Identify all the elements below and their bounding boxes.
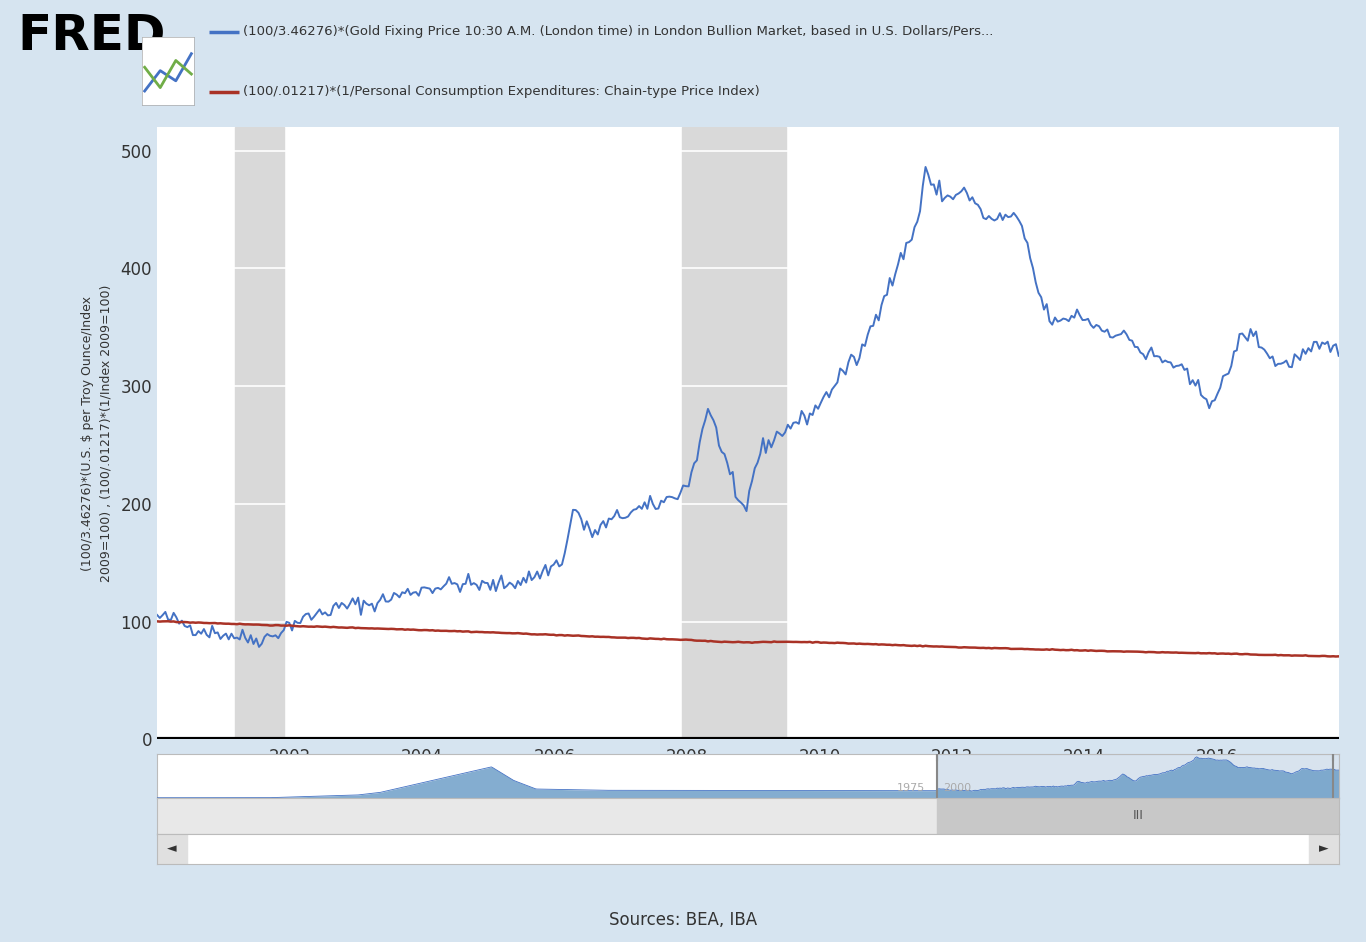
Text: ◄: ◄ [167,842,176,855]
Bar [682,127,787,739]
Text: III: III [1132,809,1143,822]
Bar [235,127,284,739]
Text: (100/3.46276)*(Gold Fixing Price 10:30 A.M. (London time) in London Bullion Mark: (100/3.46276)*(Gold Fixing Price 10:30 A… [243,25,993,39]
Text: (100/.01217)*(1/Personal Consumption Expenditures: Chain-type Price Index): (100/.01217)*(1/Personal Consumption Exp… [243,85,759,98]
Bar [157,834,187,864]
Text: 1975: 1975 [897,783,926,793]
Text: Sources: BEA, IBA: Sources: BEA, IBA [609,911,757,929]
Y-axis label: (100/3.46276)*(U.S. $ per Troy Ounce/Index
2009=100) , (100/.01217)*(1/Index 200: (100/3.46276)*(U.S. $ per Troy Ounce/Ind… [81,284,112,582]
Bar [937,754,1339,798]
Text: ►: ► [1320,842,1329,855]
Text: FRED: FRED [18,11,167,59]
Text: 2000: 2000 [944,783,971,793]
Bar [937,798,1339,834]
Bar [1309,834,1339,864]
